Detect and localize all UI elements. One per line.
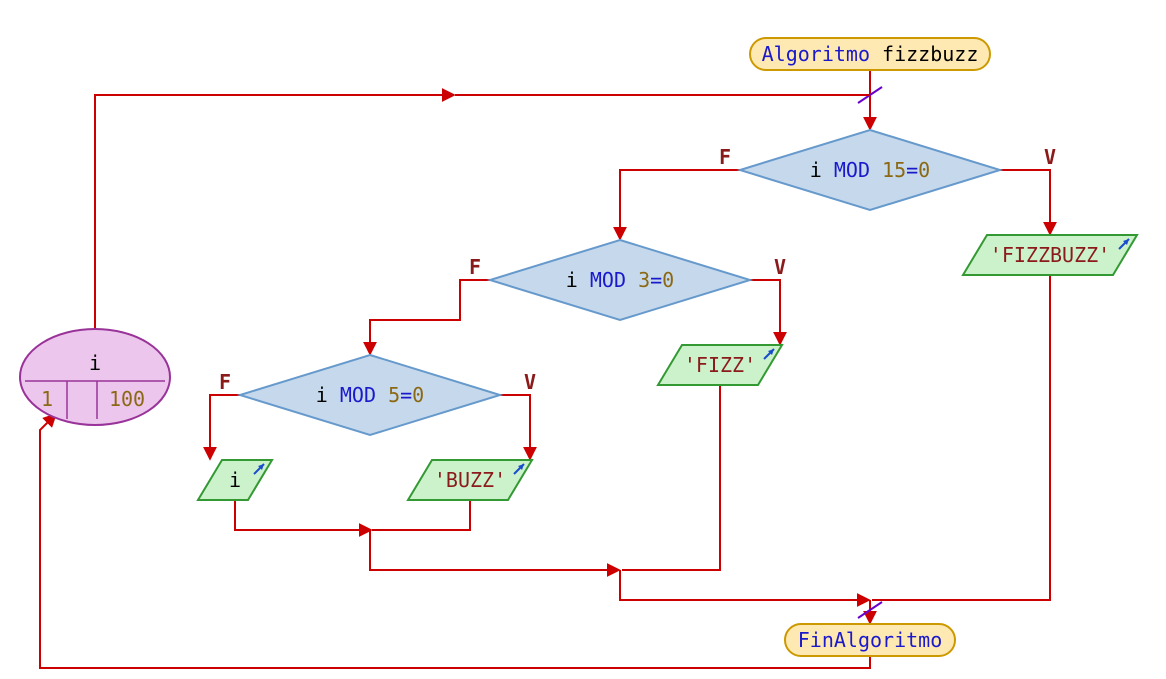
svg-text:i MOD 15=0: i MOD 15=0 <box>810 158 930 182</box>
svg-text:i: i <box>229 468 241 492</box>
svg-text:V: V <box>1044 145 1056 169</box>
svg-text:'BUZZ': 'BUZZ' <box>434 468 506 492</box>
svg-text:100: 100 <box>109 387 145 411</box>
svg-text:i: i <box>89 351 101 375</box>
flowchart-diagram: V F V F V Fi 1 100 Algoritmo fizzbuzz FinAlgoritm… <box>0 0 1166 679</box>
svg-text:V: V <box>774 255 786 279</box>
svg-text:'FIZZBUZZ': 'FIZZBUZZ' <box>990 243 1110 267</box>
svg-text:F: F <box>219 370 231 394</box>
svg-text:'FIZZ': 'FIZZ' <box>684 353 756 377</box>
svg-text:i MOD 3=0: i MOD 3=0 <box>566 268 674 292</box>
svg-text:1: 1 <box>41 387 53 411</box>
svg-text:F: F <box>719 145 731 169</box>
svg-text:FinAlgoritmo: FinAlgoritmo <box>798 628 943 652</box>
svg-text:Algoritmo fizzbuzz: Algoritmo fizzbuzz <box>762 42 979 66</box>
svg-text:i MOD 5=0: i MOD 5=0 <box>316 383 424 407</box>
svg-text:F: F <box>469 255 481 279</box>
svg-text:V: V <box>524 370 536 394</box>
